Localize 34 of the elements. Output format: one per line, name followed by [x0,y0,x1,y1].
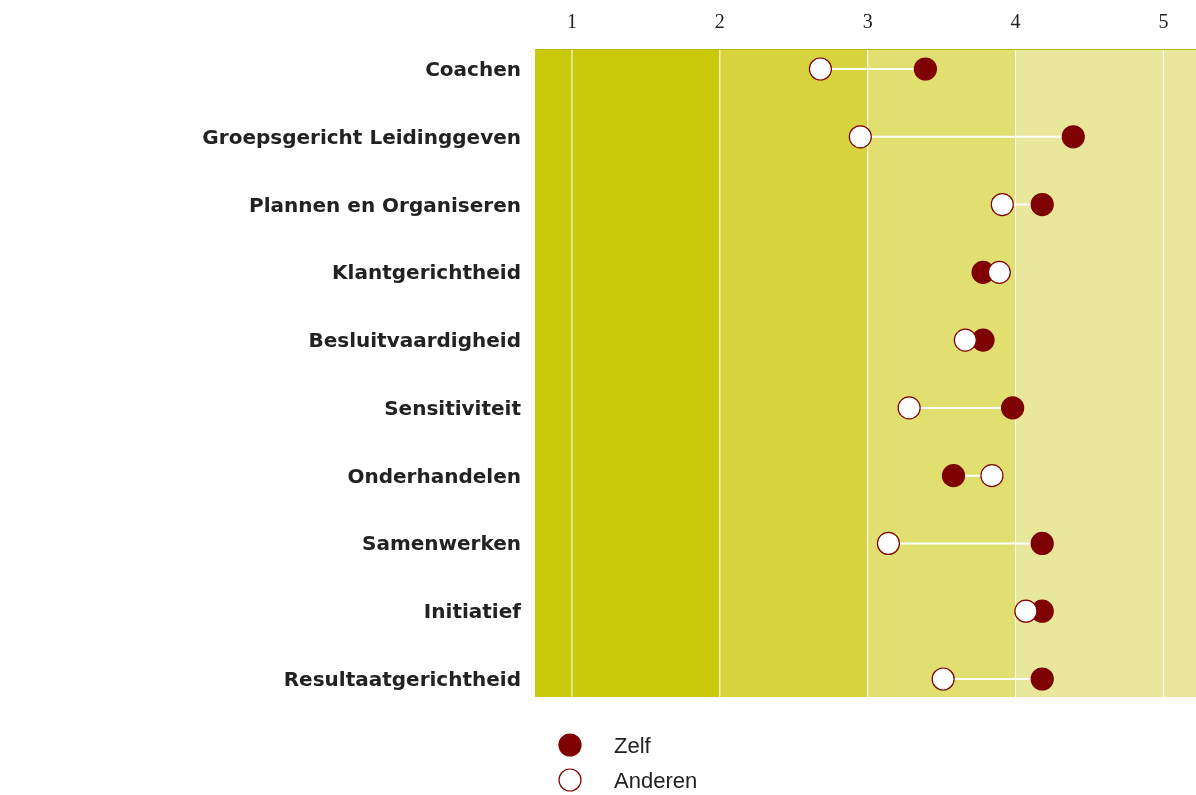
point [1030,531,1054,556]
point [808,57,832,81]
point [941,464,966,488]
point [876,531,901,556]
point [1014,599,1038,623]
point [848,125,872,149]
y-tick-label: Sensitiviteit [384,395,522,420]
point [897,396,921,420]
point [1030,192,1054,217]
point [987,260,1011,284]
point [980,464,1004,488]
y-tick-label: Onderhandelen [347,463,521,488]
y-tick-label: Besluitvaardigheid [308,328,521,353]
x-tick-label: 1 [566,10,577,32]
y-tick-label: Resultaatgerichtheid [283,667,521,691]
legend-label: Zelf [614,733,652,758]
point [931,667,955,691]
y-tick-label: Plannen en Organiseren [249,192,521,217]
x-tick-label: 5 [1158,10,1169,32]
point [1061,125,1085,149]
y-tick-label: Klantgerichtheid [332,260,521,285]
legend-label: Anderen [614,768,698,793]
y-tick-label: Samenwerken [361,531,521,556]
point [1001,396,1025,420]
x-tick-label: 3 [862,10,873,32]
y-tick-label: Initiatief [423,599,522,624]
y-tick-label: Coachen [425,57,521,81]
point [1030,667,1054,691]
point [990,192,1014,217]
x-tick-label: 2 [714,10,725,32]
point [953,328,977,352]
x-tick-label: 4 [1010,10,1021,32]
y-tick-label: Groepsgericht Leidinggeven [202,124,521,149]
point [913,57,937,81]
